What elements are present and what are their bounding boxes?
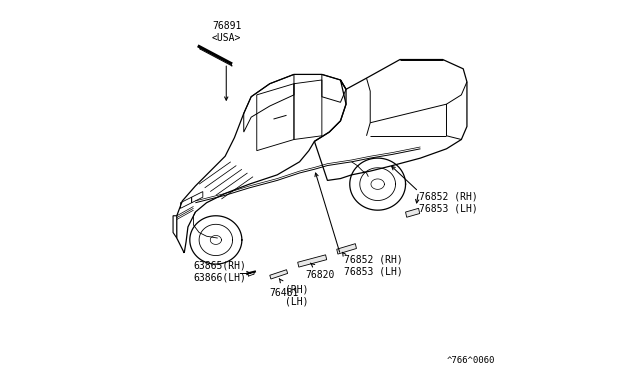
Text: 76891
<USA>: 76891 <USA> [212, 21, 241, 43]
Polygon shape [406, 208, 420, 217]
Polygon shape [270, 270, 287, 279]
Polygon shape [298, 255, 326, 267]
Text: ^766^0060: ^766^0060 [447, 356, 495, 365]
Text: 76820: 76820 [305, 270, 335, 280]
Text: 76852 (RH)
76853 (LH): 76852 (RH) 76853 (LH) [344, 255, 403, 276]
Text: (RH)
(LH): (RH) (LH) [285, 285, 308, 306]
Polygon shape [337, 244, 356, 254]
Text: 63865(RH)
63866(LH): 63865(RH) 63866(LH) [193, 261, 246, 282]
Text: 76481: 76481 [270, 288, 299, 298]
Text: 76852 (RH)
76853 (LH): 76852 (RH) 76853 (LH) [419, 192, 477, 213]
